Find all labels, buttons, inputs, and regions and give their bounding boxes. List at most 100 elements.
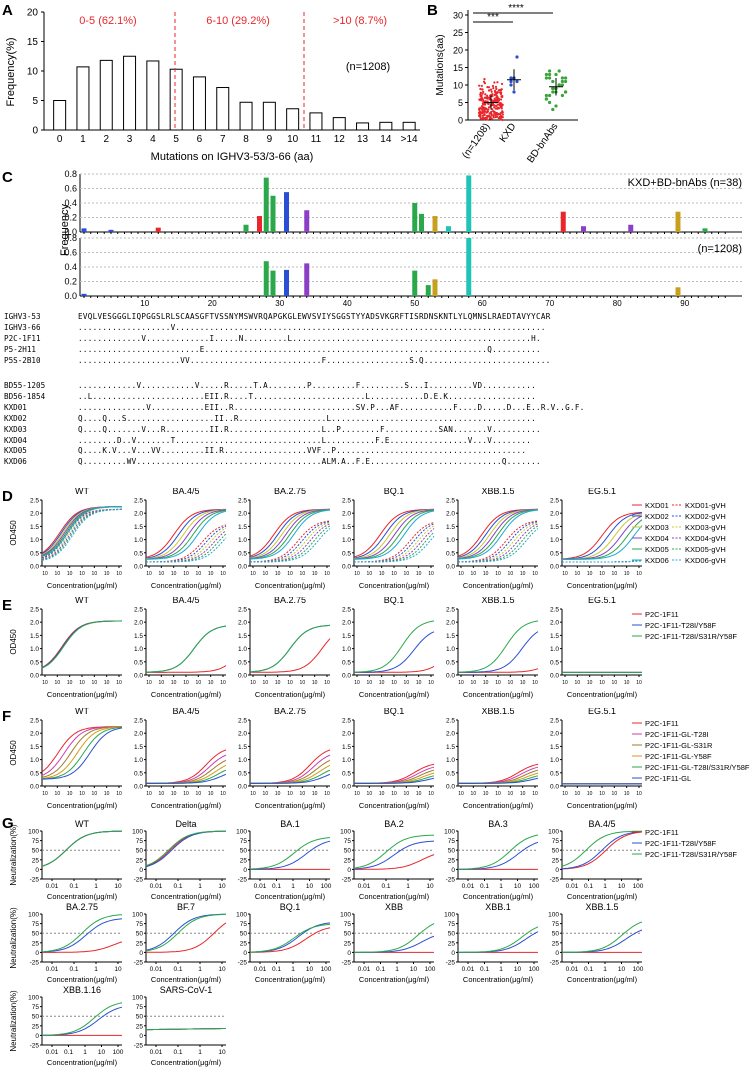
subplot-xtick: 10 — [520, 680, 526, 686]
dose-response-curve — [354, 528, 435, 563]
subplot-title: XBB.1.5 — [481, 597, 514, 605]
sequence-row: KXD03 Q....Q.......V...R.........II.R....… — [4, 425, 585, 436]
b-dot — [496, 115, 499, 118]
row-ylabel: Neutralization(%) — [9, 907, 18, 969]
subplot-xtick: 10 — [218, 966, 226, 973]
b-dot — [544, 97, 548, 101]
hist-bar — [99, 59, 113, 131]
b-dot — [551, 90, 555, 94]
subplot-ytick: 0.0 — [342, 784, 351, 791]
subplot-ytick: 0 — [243, 867, 247, 874]
subplot-ytick: 0.0 — [550, 673, 559, 680]
subplot-xtick: 10 — [324, 571, 330, 577]
subplot-xtick: 10 — [306, 883, 314, 890]
hist-bar — [286, 108, 300, 131]
subplot-ytick: -25 — [342, 960, 352, 967]
subplot-xtick: 10 — [367, 680, 373, 686]
logo-letter-L — [412, 270, 418, 296]
subplot-xtick: 0.1 — [69, 966, 78, 973]
subplot-xtick: 10 — [79, 791, 85, 797]
neutralization-curve — [354, 923, 435, 953]
logo-letter-S — [581, 226, 586, 232]
neutralization-curve — [42, 1002, 123, 1036]
subplot-ytick: 100 — [444, 912, 455, 919]
subplot-xtick: 0.01 — [358, 883, 371, 890]
dose-response-curve — [457, 520, 539, 563]
subplot-ytick: 50 — [448, 931, 456, 938]
subplot-xlabel: Concentration(μg/ml) — [567, 801, 638, 810]
b-dot — [485, 116, 488, 120]
neutralization-curve — [458, 926, 539, 953]
hist-bar — [123, 55, 137, 131]
subplot-xtick: 1 — [291, 883, 295, 890]
subplot-xtick: 0.01 — [462, 966, 475, 973]
subplot-ytick: 2.0 — [30, 731, 39, 738]
subplot-ytick: 1.5 — [446, 633, 455, 640]
subplot-xlabel: Concentration(μg/ml) — [151, 892, 222, 901]
subplot-ytick: 75 — [344, 921, 352, 928]
sequence-name: IGHV3-53 — [4, 312, 41, 321]
subplot-xtick: 10 — [324, 791, 330, 797]
subplot-xtick: 10 — [416, 791, 422, 797]
subplot-ytick: 1.0 — [238, 537, 247, 544]
subplot-ytick: 25 — [136, 857, 144, 864]
dose-response-curve — [562, 519, 643, 560]
subplot-ytick: 1.5 — [238, 633, 247, 640]
subplot-xtick: 10 — [483, 571, 489, 577]
subplot-ytick: 50 — [32, 1014, 40, 1021]
logo1-label: KXD+BD-bnAbs (n=38) — [628, 177, 742, 189]
subplot-xtick: 10 — [354, 791, 360, 797]
subplot-ytick: 50 — [240, 848, 248, 855]
sequence-row: KXD01 ..............V...........EII..R...… — [4, 403, 585, 414]
subplot-title: BA.4/5 — [172, 597, 199, 605]
subplot-ytick: 1.5 — [342, 633, 351, 640]
subplot-xtick: 100 — [529, 883, 540, 890]
dose-response-curve — [353, 509, 435, 559]
subplot-ytick: -25 — [30, 877, 40, 884]
subplot-xtick: 10 — [306, 966, 314, 973]
subplot-ytick: 0.5 — [342, 659, 351, 666]
legend-item: KXD04-gVH — [685, 534, 726, 543]
subplot-ytick: 1.5 — [550, 633, 559, 640]
subplot-ytick: 0 — [451, 867, 455, 874]
b-ytick: 30 — [453, 11, 463, 21]
subplot-ytick: 0 — [243, 950, 247, 957]
sequence-name: KXD01 — [4, 402, 27, 412]
subplot-xtick: 10 — [471, 571, 477, 577]
sequence-row: KXD04 ........D..V.......T...............… — [4, 436, 585, 447]
subplot-title: BA.1 — [280, 819, 300, 829]
subplot-ytick: 2.5 — [342, 498, 351, 505]
neutralization-curve — [41, 918, 123, 953]
logo-ytick: 0.0 — [64, 227, 77, 237]
subplot-ytick: 75 — [32, 838, 40, 845]
subplot-xtick: 10 — [98, 1049, 106, 1056]
subplot-ytick: 100 — [548, 912, 559, 919]
subplot-xtick: 10 — [104, 571, 110, 577]
subplot-xtick: 10 — [275, 791, 281, 797]
dose-response-curve — [146, 625, 227, 673]
subplot-xtick: 10 — [532, 571, 538, 577]
subplot-xtick: 10 — [458, 680, 464, 686]
subplot-ytick: 75 — [32, 921, 40, 928]
subplot-ytick: -25 — [446, 960, 456, 967]
subplot-xtick: 10 — [599, 571, 605, 577]
dose-response-curve — [41, 506, 122, 557]
sequence-row: IGHV3-53 EVQLVESGGGLIQPGGSLRLSCAASGFTVSSN… — [4, 312, 551, 323]
subplot-xlabel: Concentration(μg/ml) — [47, 801, 118, 810]
sequence-name: KXD04 — [4, 435, 27, 445]
subplot-xtick: 10 — [312, 571, 318, 577]
panel-f-elisa: WT 0.0 0.5 1.0 1.5 2.0 2.5 10 10 10 10 10 10 10 Concen… — [9, 708, 750, 810]
row-ylabel: Neutralization(%) — [9, 990, 18, 1052]
hist-xtick: 4 — [150, 134, 156, 145]
subplot-xtick: 10 — [183, 571, 189, 577]
dose-response-curve — [146, 665, 227, 673]
hist-xtick: 2 — [103, 134, 109, 145]
subplot-xtick: 0.1 — [173, 1049, 182, 1056]
logo-letter-T — [304, 210, 310, 232]
subplot-title: XBB.1.5 — [481, 488, 514, 496]
subplot-xtick: 10 — [104, 680, 110, 686]
logo-ytick: 0.6 — [64, 248, 77, 258]
dose-response-curve — [250, 509, 331, 560]
subplot-xtick: 10 — [300, 680, 306, 686]
